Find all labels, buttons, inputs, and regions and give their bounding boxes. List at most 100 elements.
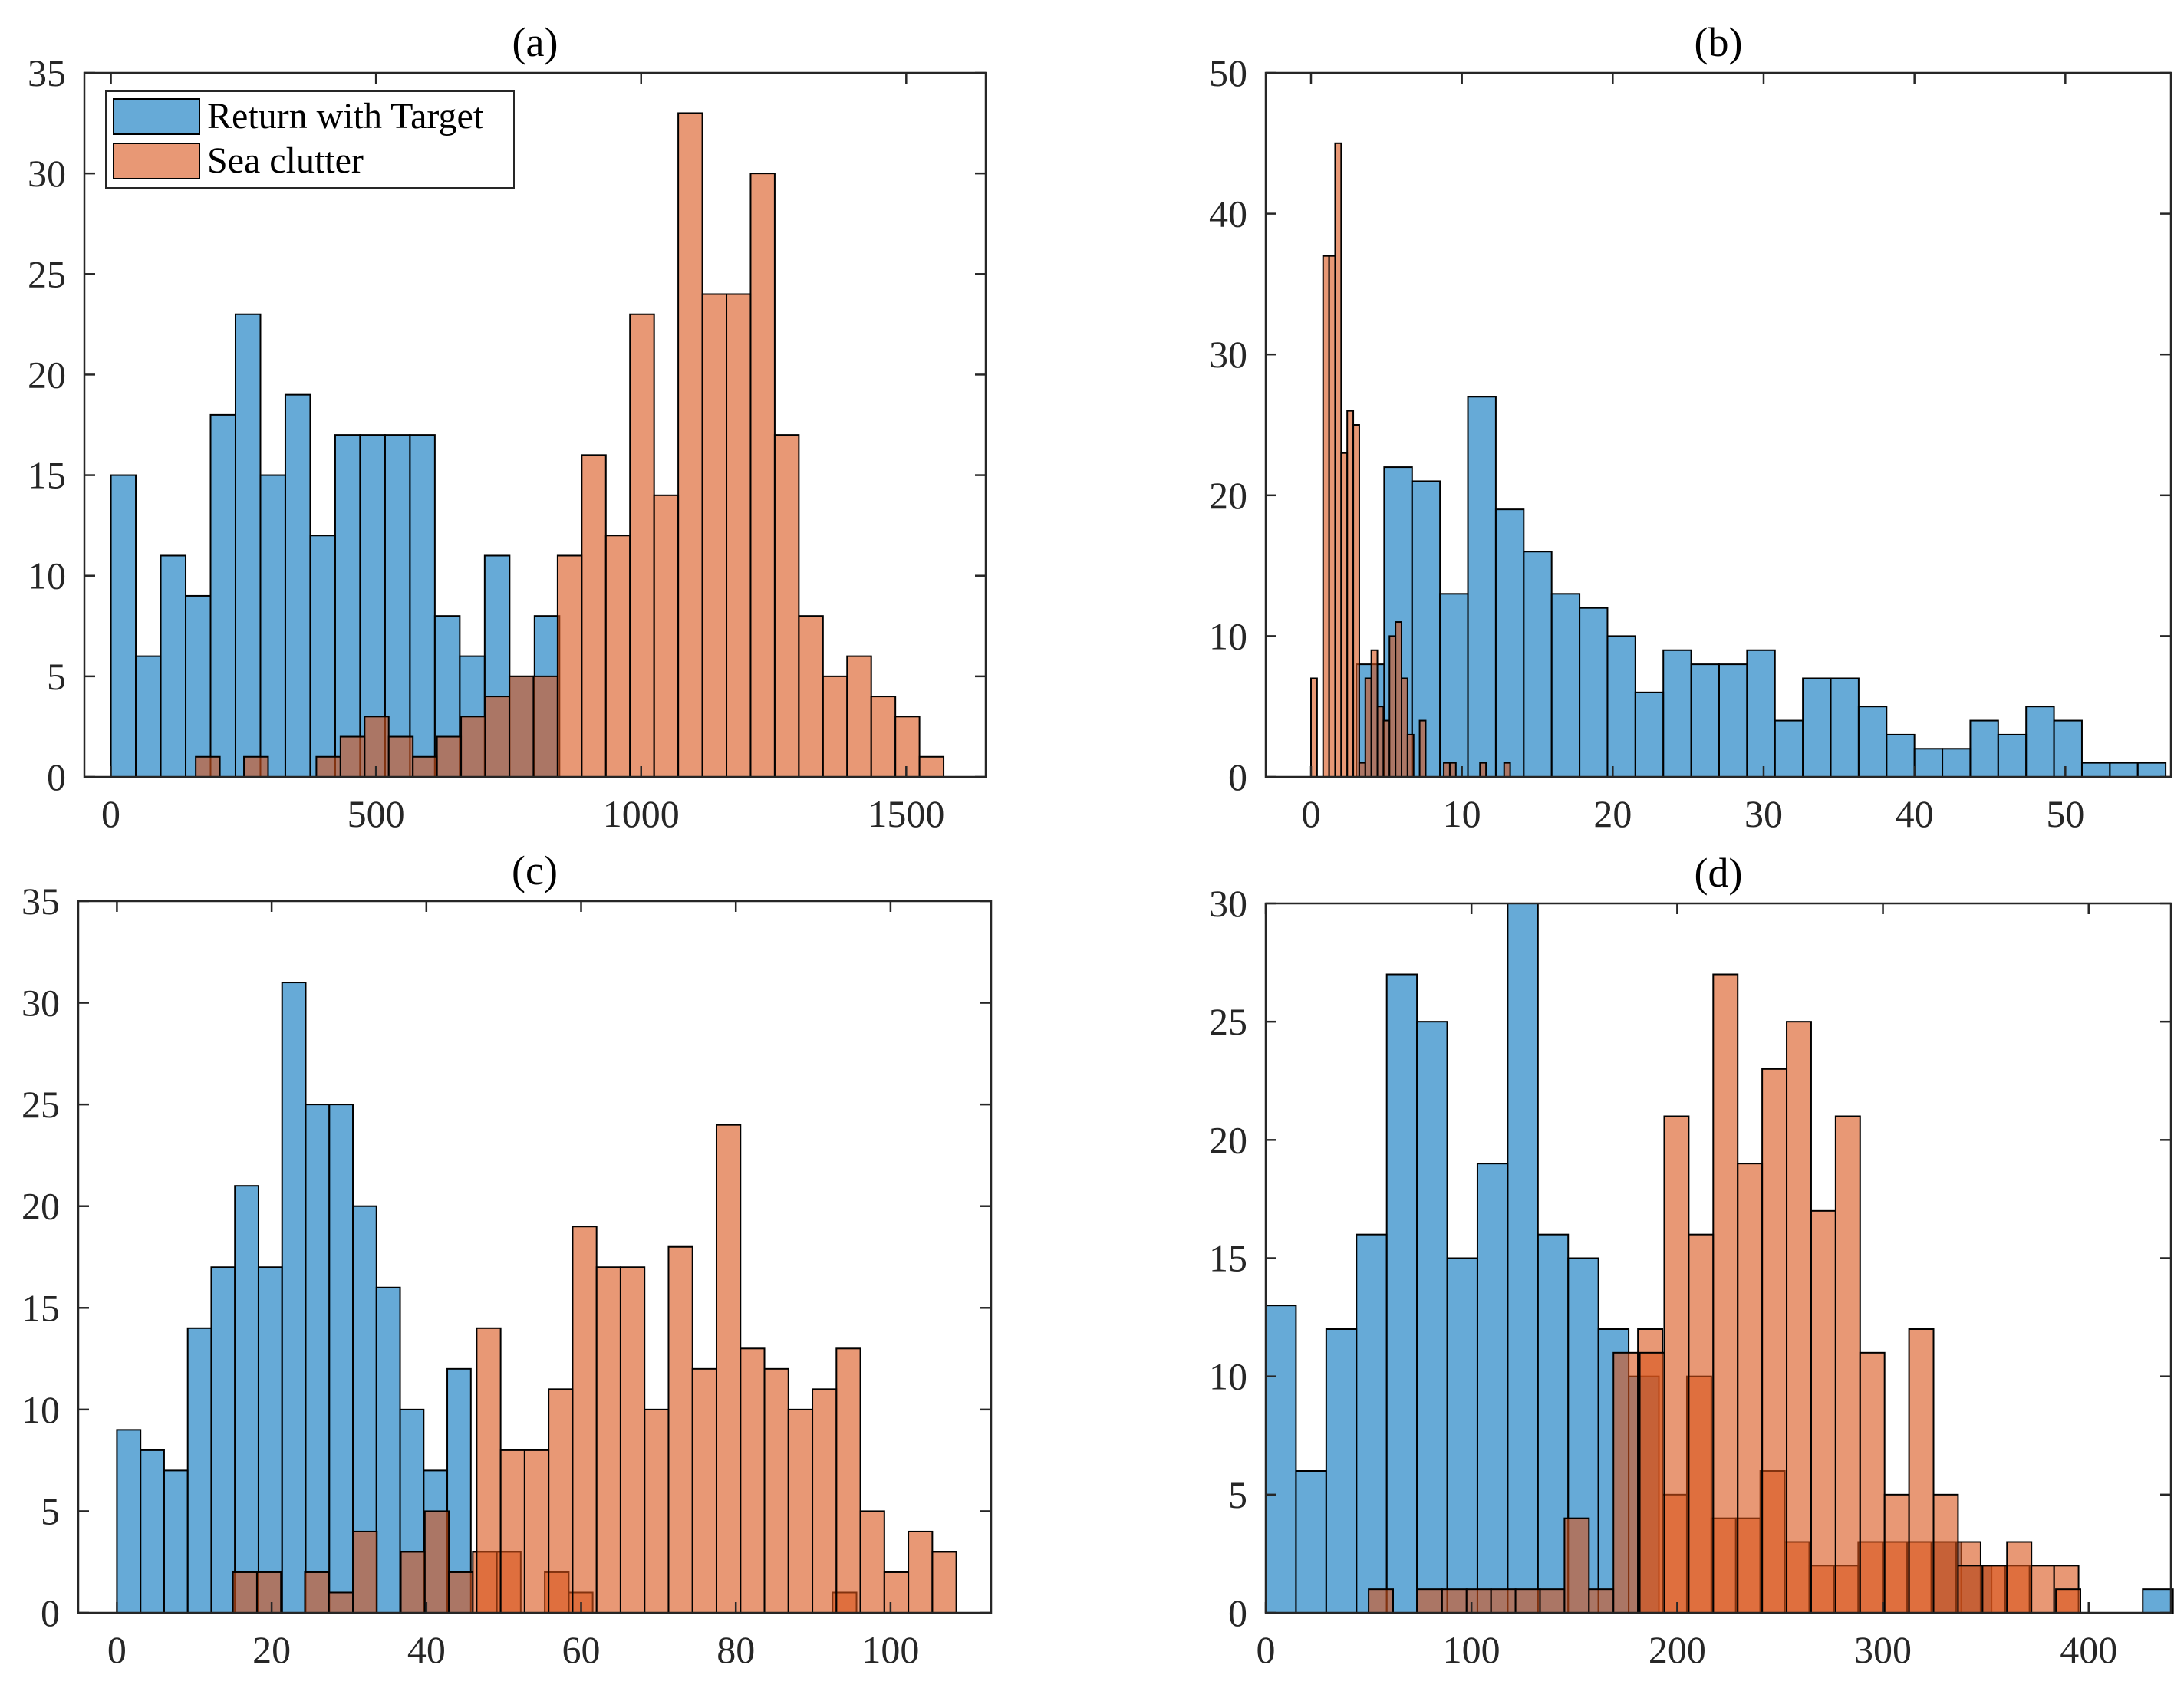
bar-c-clutter-2-6 — [619, 1266, 646, 1614]
bar-d-clutter-2-14 — [1932, 1493, 1959, 1614]
bar-d-clutter-2-16 — [1981, 1565, 2008, 1614]
bar-a-target-0-12 — [409, 434, 436, 778]
bar-d-clutter-2-13 — [1908, 1328, 1935, 1614]
ytick-label-d: 30 — [1209, 882, 1247, 925]
ytick-label-c: 35 — [21, 880, 60, 923]
legend-label-clutter: Sea clutter — [207, 140, 364, 181]
bar-c-target-0-1 — [140, 1449, 165, 1614]
ytick-label-d: 25 — [1209, 1000, 1247, 1043]
bar-a-clutter-1-16 — [581, 454, 607, 778]
bar-c-clutter-2-15 — [835, 1347, 861, 1614]
bar-d-target-0-8 — [1507, 903, 1539, 1614]
ytick-label-c: 15 — [21, 1286, 60, 1329]
bar-a-clutter-1-21 — [701, 293, 728, 778]
bar-c-target-0-7 — [281, 982, 307, 1614]
bar-d-target-0-7 — [1476, 1163, 1509, 1614]
bar-b-target-0-5 — [1494, 508, 1525, 778]
bar-d-clutter-1-4 — [1465, 1588, 1492, 1614]
bar-d-clutter-2-3 — [1663, 1115, 1690, 1614]
ytick-label-c: 10 — [21, 1388, 60, 1431]
bar-a-clutter-1-17 — [604, 535, 631, 778]
xtick-label-d: 300 — [1854, 1628, 1912, 1671]
xtick-label-b: 30 — [1744, 792, 1783, 835]
ytick-label-a: 25 — [28, 252, 66, 295]
bar-c-target-0-5 — [234, 1185, 259, 1614]
bar-d-clutter-2-19 — [2055, 1588, 2082, 1614]
bar-d-clutter-1-10 — [1612, 1351, 1639, 1614]
xtick-label-c: 80 — [716, 1628, 755, 1671]
ytick-label-c: 25 — [21, 1083, 60, 1126]
bar-b-clutter-1-3 — [1328, 255, 1336, 778]
bar-d-clutter-2-5 — [1712, 973, 1739, 1614]
bar-a-target-0-8 — [309, 535, 336, 778]
bar-d-clutter-2-2 — [1639, 1351, 1665, 1614]
bar-d-clutter-1-6 — [1514, 1588, 1541, 1614]
panel-d: 0 100 200 300 400 0 5 10 15 20 25 30 (d) — [1209, 850, 2174, 1671]
axes-frame-c — [77, 900, 993, 1614]
bar-b-target-0-26 — [2080, 762, 2111, 778]
bar-b-target-0-28 — [2136, 762, 2167, 778]
bar-c-target-0-8 — [305, 1104, 331, 1614]
bar-b-clutter-1-23 — [1448, 762, 1457, 778]
bar-a-target-0-2 — [160, 554, 187, 778]
ytick-label-b: 0 — [1228, 755, 1247, 798]
bar-c-target-0-2 — [163, 1469, 189, 1614]
panel-title-a: (a) — [512, 19, 558, 65]
bar-c-clutter-2-11 — [740, 1347, 766, 1614]
bar-b-clutter-1-5 — [1340, 452, 1349, 778]
bar-d-clutter-1-27 — [2028, 1565, 2055, 1614]
bar-a-clutter-1-6 — [339, 735, 366, 778]
axes-frame-a — [83, 71, 987, 778]
bar-b-clutter-1-4 — [1334, 142, 1342, 778]
ytick-label-b: 10 — [1209, 614, 1247, 657]
ytick-label-a: 30 — [28, 152, 66, 195]
bar-c-clutter-2-19 — [931, 1551, 957, 1614]
bar-a-clutter-1-2 — [243, 755, 269, 778]
axes-frame-b — [1264, 71, 2172, 778]
bar-c-clutter-2-17 — [883, 1571, 910, 1614]
ytick-label-a: 35 — [28, 51, 66, 94]
bar-a-clutter-1-28 — [870, 696, 897, 778]
bar-c-clutter-2-2 — [523, 1449, 550, 1614]
ytick-label-b: 50 — [1209, 51, 1247, 94]
bar-b-clutter-1-28 — [1479, 762, 1487, 778]
ytick-label-d: 10 — [1209, 1355, 1247, 1398]
bar-b-clutter-1-18 — [1418, 719, 1427, 778]
ytick-label-d: 0 — [1228, 1591, 1247, 1634]
xtick-label-a: 500 — [348, 792, 405, 835]
xtick-label-d: 400 — [2060, 1628, 2117, 1671]
bar-a-clutter-1-26 — [822, 675, 848, 778]
bar-d-target-0-6 — [1446, 1257, 1478, 1614]
bar-a-clutter-1-19 — [653, 494, 680, 778]
bar-c-clutter-1-7 — [400, 1551, 426, 1614]
panel-c: 0 20 40 60 80 100 0 5 10 15 20 25 30 35 (c) — [21, 847, 993, 1671]
bar-c-clutter-2-7 — [644, 1408, 670, 1614]
ytick-label-b: 30 — [1209, 333, 1247, 376]
bar-b-target-0-10 — [1634, 691, 1665, 778]
bar-c-clutter-2-13 — [787, 1408, 814, 1614]
bar-b-clutter-1-22 — [1443, 762, 1451, 778]
bar-a-clutter-1-22 — [726, 293, 752, 778]
ytick-label-a: 10 — [28, 554, 66, 597]
bar-d-clutter-1-8 — [1563, 1517, 1590, 1614]
bar-b-clutter-1-0 — [1310, 677, 1318, 778]
panel-title-d: (d) — [1695, 850, 1743, 896]
bar-a-target-0-3 — [185, 594, 212, 778]
legend-swatch-target — [113, 98, 200, 135]
bar-b-target-0-8 — [1579, 607, 1609, 778]
bar-d-clutter-2-17 — [2006, 1541, 2033, 1614]
ytick-label-a: 0 — [47, 755, 66, 798]
bar-d-target-0-9 — [1537, 1233, 1570, 1614]
xtick-label-b: 40 — [1896, 792, 1934, 835]
bar-b-clutter-1-12 — [1382, 719, 1391, 778]
bar-d-clutter-1-3 — [1441, 1588, 1468, 1614]
bar-a-target-0-9 — [334, 434, 361, 778]
bar-b-clutter-1-7 — [1352, 424, 1360, 778]
bar-a-clutter-1-20 — [677, 112, 703, 778]
bar-d-clutter-1-0 — [1368, 1588, 1394, 1614]
panel-title-b: (b) — [1695, 19, 1743, 65]
bar-c-clutter-1-8 — [423, 1510, 450, 1614]
ytick-label-b: 40 — [1209, 192, 1247, 235]
bar-c-clutter-2-9 — [691, 1367, 717, 1614]
